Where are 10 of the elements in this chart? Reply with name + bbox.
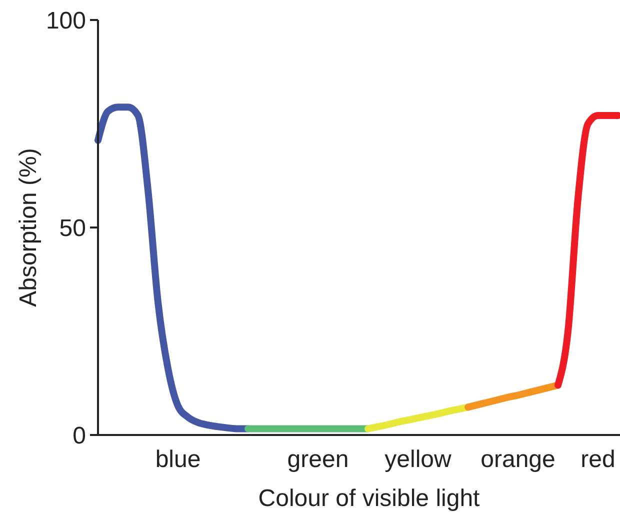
x-axis-title: Colour of visible light xyxy=(258,485,480,512)
x-tick-label: green xyxy=(287,446,349,473)
y-axis-title: Absorption (%) xyxy=(15,148,42,307)
x-tick-label: blue xyxy=(155,446,201,473)
y-tick-label: 0 xyxy=(72,422,86,450)
x-tick-label: yellow xyxy=(384,446,452,473)
y-tick-label: 100 xyxy=(46,7,86,34)
y-tick-label: 50 xyxy=(59,214,86,242)
x-tick-label: red xyxy=(580,446,616,473)
x-tick-label: orange xyxy=(480,446,556,473)
